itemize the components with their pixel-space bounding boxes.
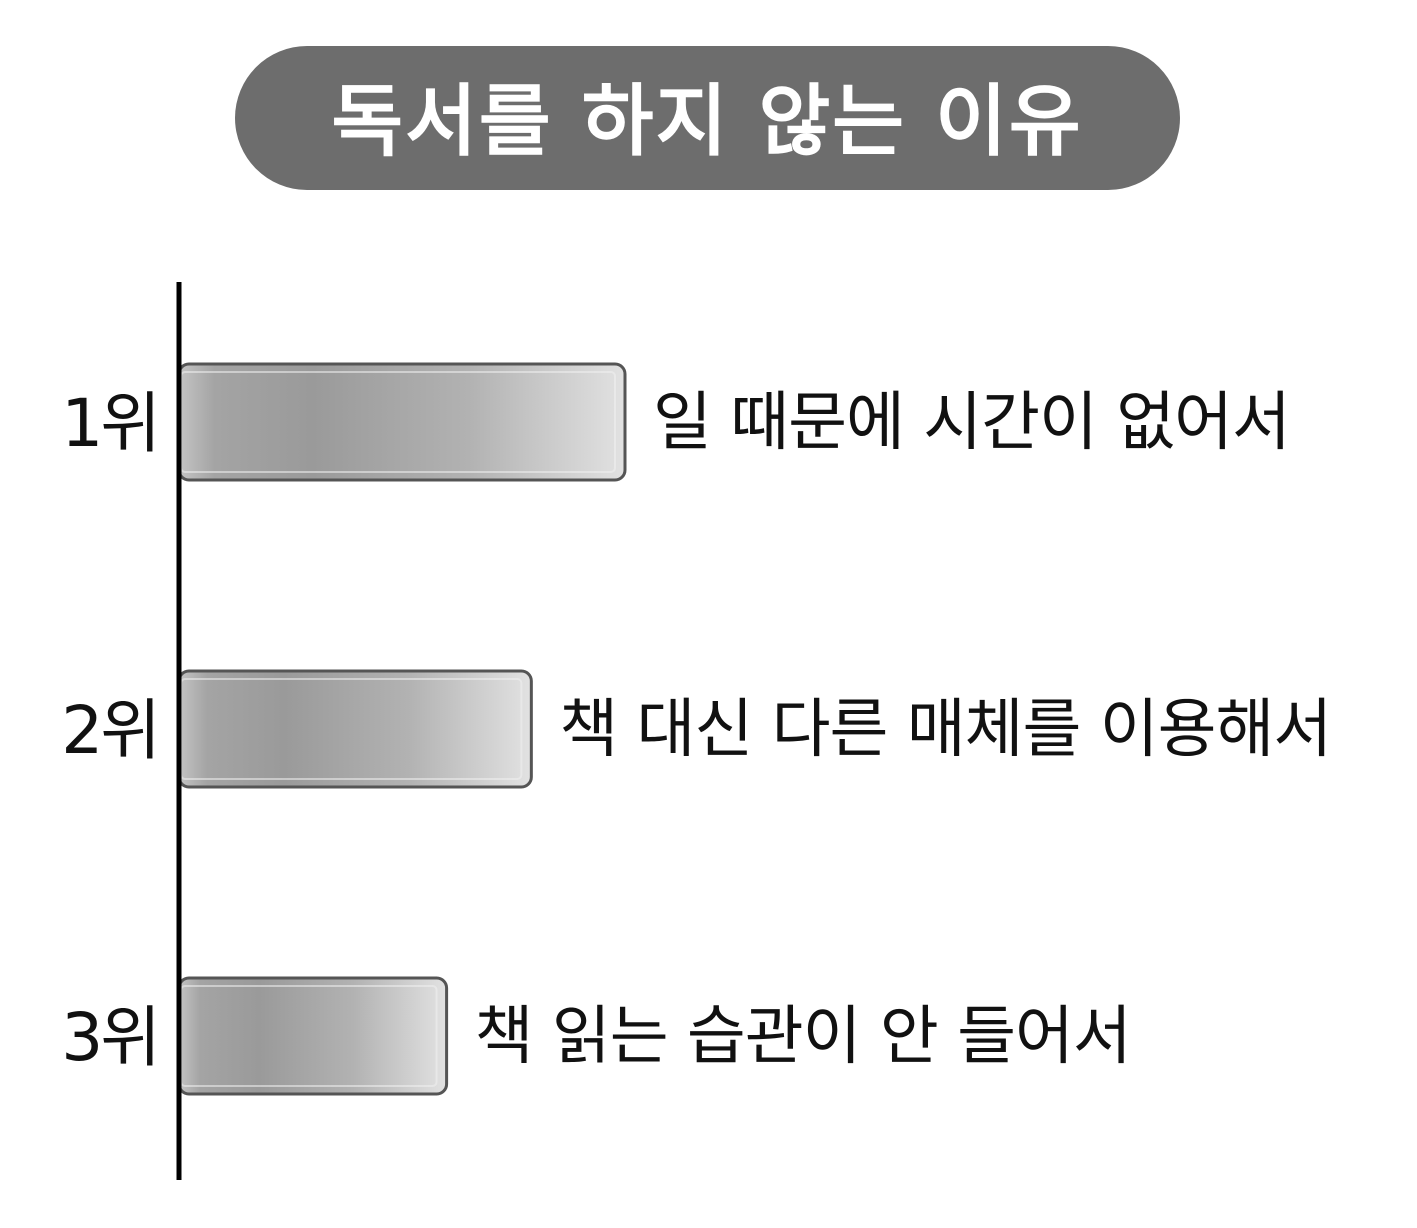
bar-label-3: 책 읽는 습관이 안 들어서 — [475, 1000, 1131, 1074]
bars-group: 1위 일 때문에 시간이 없어서 2위 책 대신 다른 매체를 이용해서 3위 책 읽는 … — [61, 364, 1331, 1094]
rank-label-3: 3위 — [61, 999, 158, 1076]
bar-1 — [179, 364, 625, 480]
rank-label-1: 1위 — [61, 385, 158, 462]
chart-title: 독서를 하지 않는 이유 — [235, 46, 1180, 190]
rank-label-2: 2위 — [61, 692, 158, 769]
bar-2 — [179, 671, 531, 787]
chart-title-text: 독서를 하지 않는 이유 — [331, 77, 1082, 167]
bar-3 — [179, 978, 447, 1094]
bar-label-2: 책 대신 다른 매체를 이용해서 — [559, 693, 1331, 767]
bar-label-1: 일 때문에 시간이 없어서 — [653, 386, 1290, 460]
